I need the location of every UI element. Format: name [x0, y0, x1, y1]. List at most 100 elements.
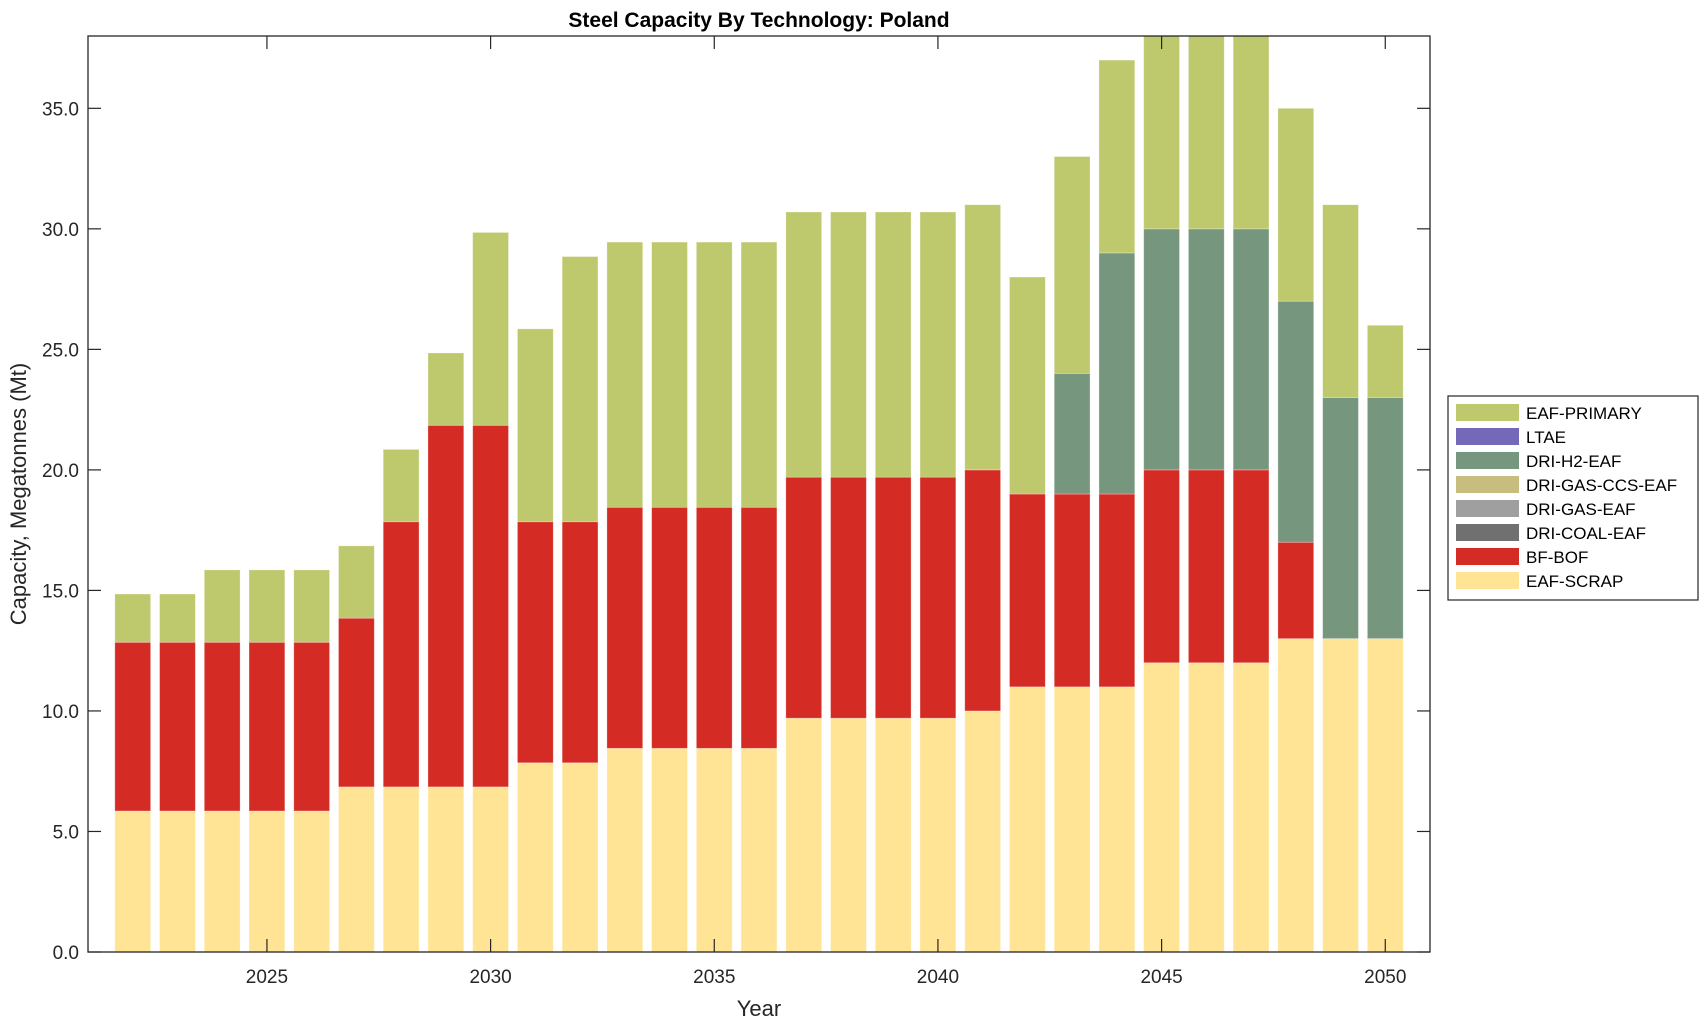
- x-tick-label: 2040: [917, 967, 959, 988]
- y-tick-label: 25.0: [42, 340, 79, 361]
- bar-eaf-primary-2037: [785, 211, 823, 478]
- legend-label: DRI-GAS-CCS-EAF: [1526, 476, 1677, 495]
- bar-bf-bof-2030: [472, 424, 509, 788]
- bar-eaf-scrap-2031: [517, 762, 554, 952]
- bar-bf-bof-2022: [114, 641, 152, 812]
- bar-eaf-scrap-2027: [338, 786, 375, 952]
- bar-eaf-scrap-2023: [159, 810, 196, 952]
- bar-eaf-scrap-2043: [1053, 686, 1091, 952]
- bar-eaf-scrap-2022: [114, 810, 152, 952]
- bar-bf-bof-2043: [1053, 493, 1091, 688]
- bar-bf-bof-2024: [203, 641, 241, 812]
- bar-eaf-primary-2027: [338, 545, 375, 619]
- bar-eaf-scrap-2035: [695, 747, 733, 952]
- bar-eaf-scrap-2033: [606, 747, 644, 952]
- legend-swatch: [1456, 524, 1519, 541]
- bar-stack-2024: [203, 569, 241, 952]
- bar-bf-bof-2037: [785, 476, 823, 719]
- bar-stack-2042: [1009, 276, 1046, 952]
- bar-eaf-primary-2025: [248, 569, 286, 643]
- bar-stack-2026: [293, 569, 330, 952]
- y-tick-label: 35.0: [42, 99, 79, 120]
- bar-bf-bof-2025: [248, 641, 286, 812]
- bar-stack-2045: [1143, 36, 1180, 952]
- bar-eaf-scrap-2045: [1143, 662, 1180, 952]
- legend-box: [1447, 395, 1699, 601]
- bar-eaf-primary-2028: [382, 449, 420, 523]
- bar-eaf-primary-2023: [159, 593, 196, 643]
- bar-stack-2033: [606, 241, 644, 952]
- legend-swatch: [1456, 404, 1519, 421]
- legend-item-dri-h2-eaf: DRI-H2-EAF: [1456, 452, 1621, 471]
- bar-eaf-primary-2041: [964, 204, 1001, 471]
- legend-swatch: [1456, 572, 1519, 589]
- bar-eaf-primary-2048: [1277, 107, 1315, 302]
- bar-eaf-primary-2049: [1322, 204, 1359, 398]
- bar-bf-bof-2038: [830, 476, 867, 719]
- x-tick-label: 2030: [469, 967, 511, 988]
- bar-stack-2030: [472, 232, 509, 952]
- bar-bf-bof-2041: [964, 469, 1001, 712]
- bar-stack-2031: [517, 328, 554, 952]
- bar-bf-bof-2036: [740, 506, 778, 749]
- bar-stack-2043: [1053, 156, 1091, 952]
- bar-bf-bof-2032: [561, 521, 599, 764]
- bar-stack-2027: [338, 545, 375, 952]
- bar-eaf-primary-2022: [114, 593, 152, 643]
- x-tick-label: 2045: [1140, 967, 1182, 988]
- bar-stack-2048: [1277, 107, 1315, 952]
- bar-eaf-primary-2038: [830, 211, 867, 478]
- legend-label: DRI-H2-EAF: [1526, 452, 1621, 471]
- bar-bf-bof-2028: [382, 521, 420, 788]
- bar-stack-2047: [1232, 36, 1270, 952]
- bar-eaf-scrap-2028: [382, 786, 420, 952]
- bar-stack-2041: [964, 204, 1001, 952]
- bar-eaf-scrap-2037: [785, 717, 823, 952]
- bar-eaf-primary-2044: [1098, 59, 1136, 254]
- bar-bf-bof-2027: [338, 617, 375, 788]
- bar-bf-bof-2048: [1277, 541, 1315, 640]
- x-tick-label: 2025: [246, 967, 288, 988]
- bar-eaf-scrap-2032: [561, 762, 599, 952]
- legend-item-dri-gas-ccs-eaf: DRI-GAS-CCS-EAF: [1456, 476, 1677, 495]
- bar-eaf-scrap-2039: [874, 717, 912, 952]
- bar-eaf-primary-2047: [1232, 36, 1270, 230]
- legend-item-ltae: LTAE: [1456, 428, 1566, 447]
- bar-bf-bof-2046: [1188, 469, 1225, 664]
- bar-eaf-primary-2039: [874, 211, 912, 478]
- bar-dri-h2-eaf-2043: [1053, 373, 1091, 495]
- bar-stack-2032: [561, 256, 599, 952]
- legend-swatch: [1456, 428, 1519, 445]
- bar-stack-2037: [785, 211, 823, 952]
- legend-item-dri-gas-eaf: DRI-GAS-EAF: [1456, 500, 1636, 519]
- legend-item-eaf-primary: EAF-PRIMARY: [1456, 404, 1642, 423]
- legend-swatch: [1456, 500, 1519, 517]
- bar-bf-bof-2035: [695, 506, 733, 749]
- bar-eaf-primary-2031: [517, 328, 554, 523]
- legend-item-dri-coal-eaf: DRI-COAL-EAF: [1456, 524, 1646, 543]
- bar-eaf-scrap-2050: [1366, 638, 1404, 952]
- bar-bf-bof-2039: [874, 476, 912, 719]
- bar-eaf-scrap-2044: [1098, 686, 1136, 952]
- chart-title: Steel Capacity By Technology: Poland: [568, 9, 949, 32]
- bar-stack-2039: [874, 211, 912, 952]
- bar-eaf-primary-2045: [1143, 36, 1180, 230]
- bar-stack-2049: [1322, 204, 1359, 952]
- legend-label: EAF-PRIMARY: [1526, 404, 1642, 423]
- bar-bf-bof-2045: [1143, 469, 1180, 664]
- legend-swatch: [1456, 548, 1519, 565]
- bar-eaf-primary-2032: [561, 256, 599, 523]
- bar-bf-bof-2031: [517, 521, 554, 764]
- bar-eaf-primary-2050: [1366, 324, 1404, 398]
- bar-eaf-primary-2034: [651, 241, 688, 508]
- bar-eaf-scrap-2025: [248, 810, 286, 952]
- ticks-layer: 0.0 5.0 10.0 15.0 20.0 25.0 30.0 35.0 2025 2030 20…: [42, 36, 1430, 988]
- bar-eaf-scrap-2047: [1232, 662, 1270, 952]
- bar-eaf-scrap-2029: [427, 786, 465, 952]
- bar-bf-bof-2034: [651, 506, 688, 749]
- bar-eaf-primary-2040: [919, 211, 957, 478]
- bar-bf-bof-2023: [159, 641, 196, 812]
- axes-box: [87, 35, 1431, 953]
- bar-eaf-primary-2029: [427, 352, 465, 426]
- bar-bf-bof-2042: [1009, 493, 1046, 688]
